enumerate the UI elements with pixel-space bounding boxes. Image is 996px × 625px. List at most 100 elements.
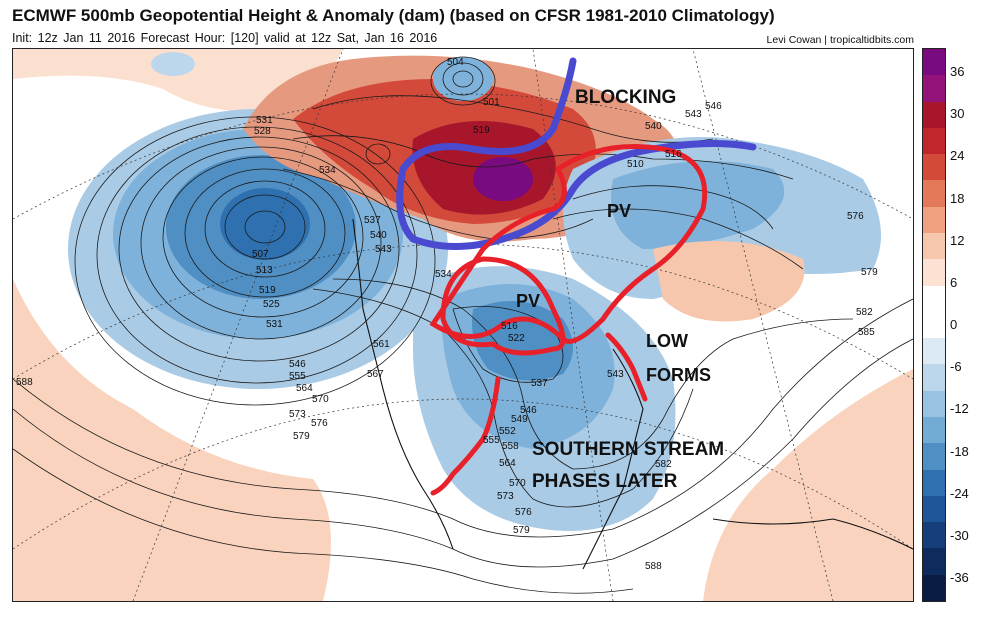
contour-label: 555: [483, 435, 500, 446]
contour-label: 585: [858, 327, 875, 338]
contour-label: 519: [259, 285, 276, 296]
colorbar-label: -12: [950, 401, 969, 417]
pv-annotation-north: PV: [607, 201, 631, 221]
contour-label: 540: [645, 121, 662, 132]
contour-label: 588: [645, 561, 662, 572]
contour-label: 546: [520, 405, 537, 416]
anomaly-colorbar: [922, 48, 946, 602]
colorbar-segment: [923, 180, 945, 208]
contour-label: 570: [509, 478, 526, 489]
anomaly-positive-top-left: [13, 49, 343, 112]
contour-label: 573: [289, 409, 306, 420]
contour-label: 549: [511, 414, 528, 425]
colorbar-label: 36: [950, 64, 965, 79]
map-canvas: 504 501 531 528 534 537 540 543 519 510 …: [13, 49, 913, 601]
contour-label: 579: [513, 525, 530, 536]
contour-label: 564: [499, 458, 516, 469]
colorbar-segment: [923, 127, 945, 155]
colorbar-label: -24: [950, 485, 969, 501]
contour-label: 543: [685, 109, 702, 120]
contour-label: 552: [499, 426, 516, 437]
southern-stream-arrow: [430, 376, 501, 496]
colorbar-segment: [923, 75, 945, 103]
anomaly-small-blob: [151, 52, 195, 76]
contour-label: 537: [364, 215, 381, 226]
contour-label: 537: [531, 378, 548, 389]
contour-label: 588: [16, 377, 33, 388]
atlantic-trough-inner: [611, 161, 785, 249]
colorbar-segment: [923, 206, 945, 234]
contour-label: 516: [665, 149, 682, 160]
contour-label: 501: [483, 97, 500, 108]
colorbar-label: 30: [950, 106, 965, 122]
contour-label: 510: [627, 159, 644, 170]
colorbar-segment: [923, 469, 945, 497]
low-forms-annotation-line2: FORMS: [646, 365, 711, 385]
contour-label: 531: [256, 115, 273, 126]
colorbar-label: 24: [950, 148, 965, 164]
contour-label: 579: [293, 431, 310, 442]
contour-label: 525: [263, 299, 280, 310]
anomaly-positive-right: [703, 369, 913, 601]
colorbar-segment: [923, 285, 945, 313]
colorbar-segment: [923, 154, 945, 181]
pacific-trough-core: [220, 188, 310, 260]
contour-label: 540: [370, 230, 387, 241]
colorbar-label: -18: [950, 443, 969, 459]
contour-label: 528: [254, 126, 271, 137]
pv-annotation-south: PV: [516, 291, 540, 311]
contour-label: 558: [502, 441, 519, 452]
blocking-outline: [396, 57, 757, 250]
colorbar-segment: [923, 495, 945, 523]
colorbar-label: -36: [950, 570, 969, 585]
colorbar-segment: [923, 101, 945, 129]
contour-labels: 504 501 531 528 534 537 540 543 519 510 …: [16, 57, 878, 572]
init-info: Init: 12z Jan 11 2016 Forecast Hour: [12…: [12, 31, 438, 45]
blocking-ridge-core: [473, 157, 533, 201]
colorbar-segment: [923, 522, 945, 549]
chart-title: ECMWF 500mb Geopotential Height & Anomal…: [12, 6, 775, 25]
colorbar-segment: [923, 338, 945, 365]
contour-label: 576: [311, 418, 328, 429]
contour-label: 513: [256, 265, 273, 276]
height-contours: [13, 56, 913, 594]
contour-label: 582: [655, 459, 672, 470]
contour-label: 567: [367, 369, 384, 380]
contour-label: 576: [847, 211, 864, 222]
colorbar-segment: [923, 364, 945, 392]
southern-stream-annotation-line2: PHASES LATER: [532, 471, 678, 492]
contour-label: 543: [607, 369, 624, 380]
colorbar-segment: [923, 548, 945, 576]
colorbar-segment: [923, 574, 945, 602]
southern-stream-annotation-line1: SOUTHERN STREAM: [532, 439, 724, 460]
colorbar-label: -6: [950, 359, 962, 375]
contour-label: 570: [312, 394, 329, 405]
low-forms-annotation-line1: LOW: [646, 331, 688, 351]
colorbar-segment: [923, 311, 945, 339]
colorbar-label: 12: [950, 232, 965, 248]
colorbar-segment: [923, 390, 945, 418]
contour-label: 531: [266, 319, 283, 330]
contour-label: 504: [447, 57, 464, 68]
contour-label: 516: [501, 321, 518, 332]
contour-label: 546: [289, 359, 306, 370]
contour-label: 543: [375, 244, 392, 255]
contour-label: 507: [252, 249, 269, 260]
colorbar-segment: [923, 49, 945, 76]
colorbar-segment: [923, 443, 945, 471]
contour-label: 576: [515, 507, 532, 518]
anomaly-map: 504 501 531 528 534 537 540 543 519 510 …: [12, 48, 914, 602]
contour-label: 519: [473, 125, 490, 136]
coastlines: [352, 218, 913, 570]
anomaly-positive-left: [13, 279, 331, 601]
anomaly-positive-east: [653, 241, 805, 322]
contour-label: 579: [861, 267, 878, 278]
colorbar-label: 0: [950, 317, 958, 332]
pv-outline-south: [440, 256, 566, 356]
contour-label: 564: [296, 383, 313, 394]
colorbar-label: 18: [950, 190, 965, 206]
contour-label: 546: [705, 101, 722, 112]
contour-label: 582: [856, 307, 873, 318]
low-forms-arrow: [605, 332, 648, 402]
contour-label: 555: [289, 371, 306, 382]
